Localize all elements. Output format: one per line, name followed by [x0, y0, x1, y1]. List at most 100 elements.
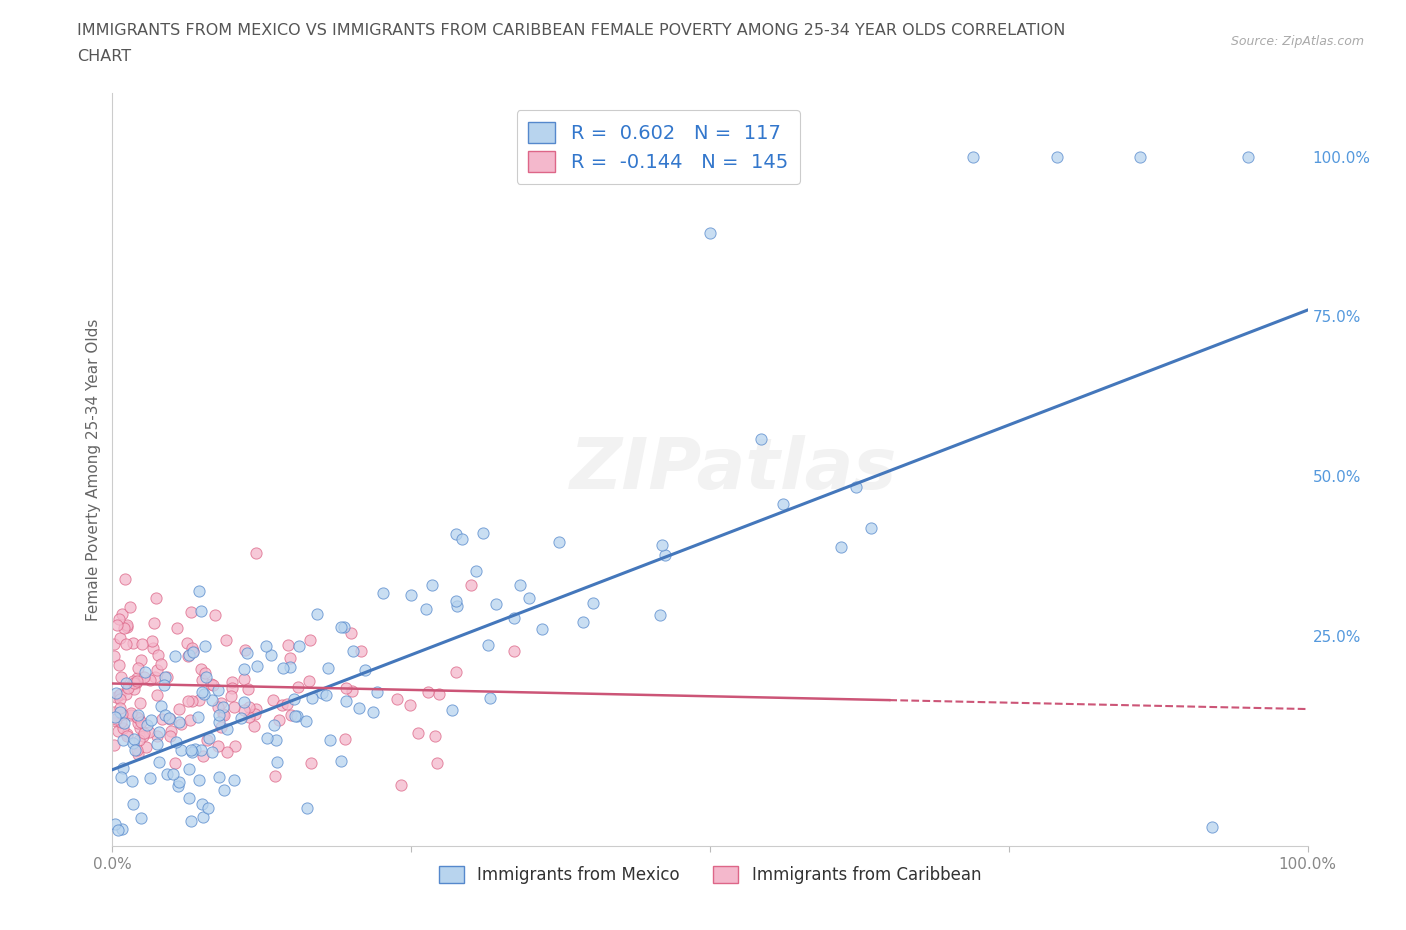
Point [142, 640, 165, 655]
Point [363, 705, 385, 720]
Point [190, 796, 212, 811]
Point [110, 715, 132, 730]
Point [125, 743, 148, 758]
Point [156, 670, 179, 684]
Point [177, 649, 200, 664]
Point [464, 564, 486, 578]
Point [582, 596, 605, 611]
Point [103, 636, 125, 651]
Point [401, 588, 423, 603]
Point [446, 599, 468, 614]
Point [245, 706, 267, 721]
Point [142, 616, 165, 631]
Point [859, 521, 882, 536]
Point [295, 801, 318, 816]
Point [197, 733, 219, 748]
Point [180, 604, 202, 619]
Point [139, 672, 162, 687]
Point [311, 685, 333, 700]
Point [190, 684, 212, 699]
Point [155, 670, 177, 684]
Point [111, 761, 134, 776]
Point [204, 608, 226, 623]
Point [166, 620, 188, 635]
Point [131, 636, 153, 651]
Point [188, 693, 211, 708]
Point [122, 674, 145, 689]
Point [201, 678, 224, 693]
Point [146, 737, 169, 751]
Point [177, 791, 200, 806]
Point [335, 693, 357, 708]
Point [125, 710, 148, 724]
Point [112, 716, 135, 731]
Point [264, 733, 287, 748]
Point [276, 638, 298, 653]
Point [162, 766, 184, 781]
Point [127, 715, 149, 730]
Point [245, 545, 267, 560]
Point [262, 693, 284, 708]
Point [115, 620, 138, 635]
Point [148, 724, 170, 739]
Point [288, 639, 311, 654]
Point [263, 718, 285, 733]
Point [115, 675, 138, 690]
Point [201, 693, 224, 708]
Point [139, 770, 162, 785]
Point [179, 762, 201, 777]
Point [477, 638, 499, 653]
Point [399, 698, 422, 712]
Point [962, 150, 984, 165]
Point [114, 572, 136, 587]
Point [502, 611, 524, 626]
Point [125, 671, 148, 685]
Point [112, 720, 135, 735]
Point [207, 715, 229, 730]
Point [238, 682, 260, 697]
Point [107, 724, 129, 738]
Point [207, 699, 229, 714]
Point [180, 814, 202, 829]
Point [266, 754, 288, 769]
Point [122, 682, 145, 697]
Point [157, 711, 180, 725]
Point [200, 677, 222, 692]
Legend: Immigrants from Mexico, Immigrants from Caribbean: Immigrants from Mexico, Immigrants from … [432, 859, 988, 891]
Point [110, 692, 132, 707]
Point [165, 735, 187, 750]
Point [114, 686, 136, 701]
Point [180, 742, 202, 757]
Point [190, 742, 212, 757]
Point [128, 733, 150, 748]
Point [423, 729, 446, 744]
Point [167, 775, 190, 790]
Point [188, 584, 211, 599]
Point [224, 699, 246, 714]
Point [194, 670, 217, 684]
Point [427, 686, 450, 701]
Point [699, 226, 721, 241]
Point [287, 680, 309, 695]
Point [141, 634, 163, 649]
Point [212, 708, 235, 723]
Point [152, 678, 174, 693]
Point [531, 622, 554, 637]
Point [845, 480, 868, 495]
Point [426, 755, 449, 770]
Point [772, 497, 794, 512]
Point [108, 688, 131, 703]
Point [350, 644, 373, 658]
Point [117, 681, 139, 696]
Point [547, 534, 569, 549]
Point [301, 690, 323, 705]
Point [122, 736, 145, 751]
Point [121, 706, 143, 721]
Point [238, 710, 260, 724]
Point [103, 737, 125, 752]
Point [219, 688, 242, 703]
Point [190, 604, 212, 618]
Point [335, 681, 357, 696]
Point [1129, 150, 1152, 165]
Point [280, 708, 302, 723]
